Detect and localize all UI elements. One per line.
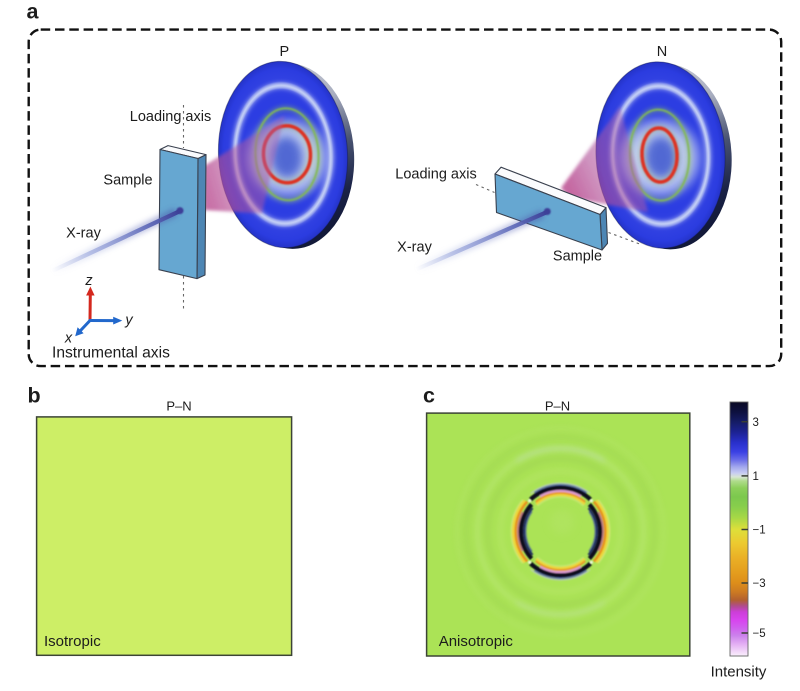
- svg-text:P–N: P–N: [166, 399, 191, 414]
- svg-text:Loading axis: Loading axis: [130, 109, 211, 125]
- svg-text:−5: −5: [753, 628, 766, 640]
- svg-text:X-ray: X-ray: [66, 226, 101, 242]
- svg-text:Isotropic: Isotropic: [44, 633, 101, 650]
- svg-text:X-ray: X-ray: [397, 240, 432, 256]
- svg-text:Instrumental axis: Instrumental axis: [52, 345, 170, 362]
- svg-text:Loading axis: Loading axis: [395, 167, 476, 183]
- svg-text:P: P: [279, 44, 289, 60]
- svg-text:z: z: [84, 273, 93, 289]
- svg-text:y: y: [124, 313, 133, 329]
- svg-text:c: c: [423, 384, 435, 408]
- svg-text:b: b: [28, 384, 41, 408]
- svg-text:Sample: Sample: [103, 173, 152, 189]
- svg-text:P–N: P–N: [545, 399, 570, 414]
- svg-text:−1: −1: [753, 525, 766, 537]
- svg-text:−3: −3: [753, 578, 766, 590]
- svg-text:Anisotropic: Anisotropic: [439, 633, 514, 650]
- svg-text:N: N: [657, 44, 667, 60]
- svg-text:3: 3: [753, 417, 759, 429]
- svg-text:Sample: Sample: [553, 249, 602, 265]
- svg-text:Intensity: Intensity: [711, 664, 767, 681]
- svg-text:a: a: [27, 0, 40, 23]
- svg-text:1: 1: [753, 471, 759, 483]
